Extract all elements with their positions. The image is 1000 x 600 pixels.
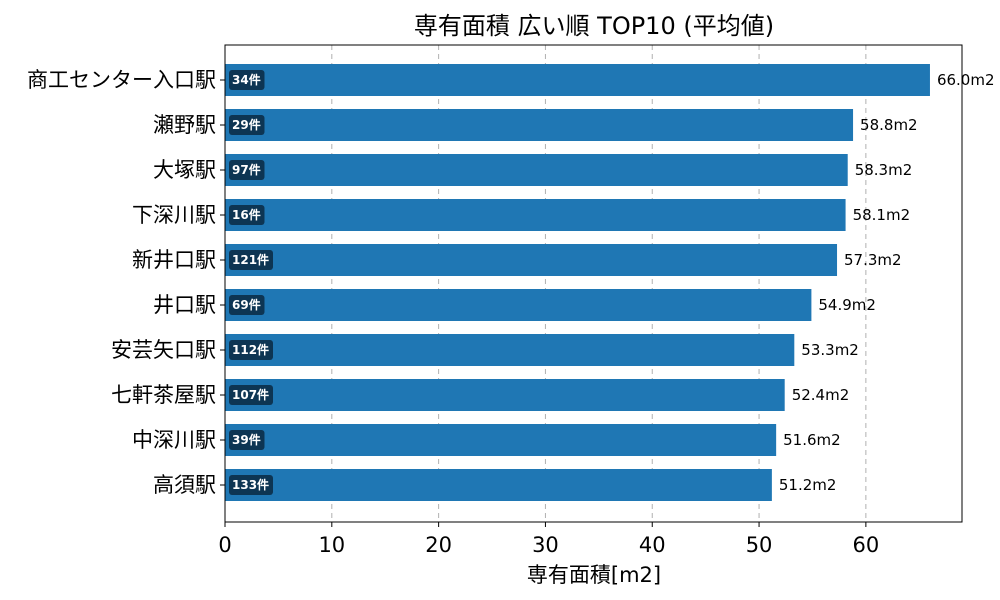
y-tick-label: 新井口駅 [132,248,216,272]
count-badge [229,115,265,135]
x-tick-label: 50 [746,533,773,557]
x-tick-label: 30 [532,533,559,557]
bar-labels: 66.0m2 34件 58.8m2 29件 58.3m2 97件 58.1m2 16件 57.3… [229,70,995,495]
value-label: 51.6m2 [783,431,841,449]
count-label: 34件 [232,72,261,87]
count-badge [229,295,265,315]
count-badge [229,340,273,360]
y-tick-label: 高須駅 [153,473,216,497]
count-label: 133件 [232,477,269,492]
y-tick-label: 七軒茶屋駅 [111,383,216,407]
y-tick-label: 大塚駅 [153,158,216,182]
count-label: 121件 [232,252,269,267]
value-label: 54.9m2 [818,296,876,314]
value-label: 51.2m2 [779,476,837,494]
count-badge [229,160,265,180]
x-tick-label: 10 [318,533,345,557]
value-label: 58.3m2 [855,161,913,179]
bar [225,289,812,321]
count-badge [229,250,273,270]
count-label: 112件 [232,342,269,357]
plot-frame [224,44,963,523]
bar [225,109,854,141]
count-label: 107件 [232,387,269,402]
count-badge [229,475,273,495]
count-badge [229,205,265,225]
value-label: 58.1m2 [853,206,911,224]
x-tick-label: 40 [639,533,666,557]
count-badge [229,430,265,450]
count-label: 29件 [232,117,261,132]
bar [225,334,795,366]
count-label: 97件 [232,162,261,177]
x-tick-label: 60 [853,533,880,557]
x-tick-label: 20 [425,533,452,557]
count-badge [229,385,273,405]
bar [225,199,846,231]
bar [225,154,848,186]
value-label: 57.3m2 [844,251,902,269]
x-axis-ticks: 0 10 20 30 40 50 60 [218,522,879,557]
bars [225,64,930,501]
bar [225,244,838,276]
count-badge [229,70,265,90]
value-label: 66.0m2 [937,71,995,89]
bar [225,469,772,501]
count-label: 69件 [232,297,261,312]
value-label: 53.3m2 [801,341,859,359]
value-label: 52.4m2 [792,386,850,404]
bar [225,64,930,96]
y-tick-label: 安芸矢口駅 [111,338,216,362]
x-axis-label: 専有面積[m2] [527,563,661,587]
x-tick-label: 0 [218,533,231,557]
y-axis-ticks: 商工センター入口駅瀬野駅大塚駅下深川駅新井口駅井口駅安芸矢口駅七軒茶屋駅中深川駅… [27,68,225,497]
y-tick-label: 下深川駅 [132,203,216,227]
y-tick-label: 瀬野駅 [153,113,216,137]
bar [225,379,785,411]
y-tick-label: 井口駅 [153,293,216,317]
chart-title: 専有面積 広い順 TOP10 (平均値) [414,12,774,40]
bar [225,424,777,456]
value-label: 58.8m2 [860,116,918,134]
y-tick-label: 商工センター入口駅 [27,68,216,92]
count-label: 39件 [232,432,261,447]
count-label: 16件 [232,207,261,222]
y-tick-label: 中深川駅 [132,428,216,452]
